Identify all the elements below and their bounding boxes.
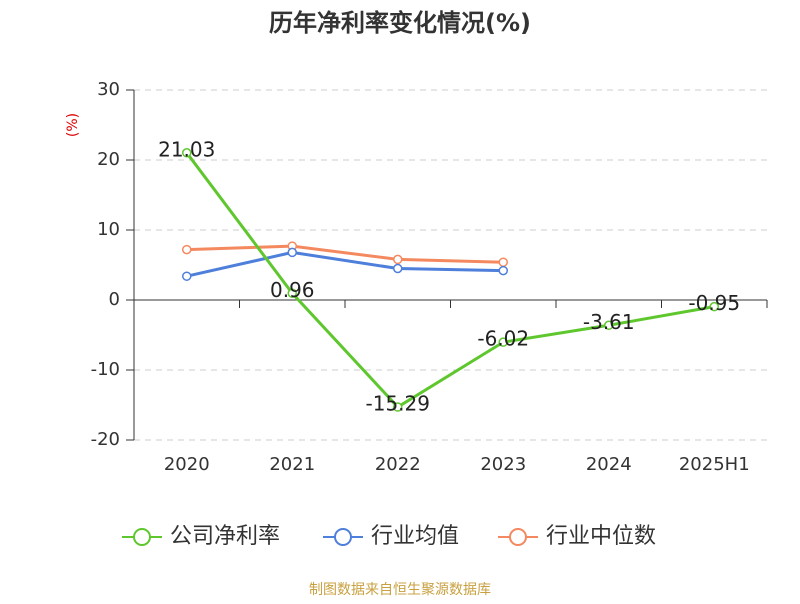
data-point [604, 320, 614, 331]
x-tick-label: 2025H1 [679, 454, 750, 475]
data-point [393, 402, 403, 412]
data-point [182, 271, 192, 281]
legend-marker [509, 528, 527, 546]
data-label: -3.61 [583, 310, 635, 334]
legend-label: 行业均值 [371, 524, 459, 549]
data-point [393, 263, 403, 274]
data-point [287, 288, 297, 299]
x-tick-label: 2021 [269, 454, 315, 475]
y-tick-label: 30 [97, 79, 120, 100]
y-tick-label: 10 [97, 219, 120, 240]
data-point [498, 257, 508, 267]
x-tick-label: 2020 [164, 454, 210, 475]
legend-label: 公司净利率 [170, 524, 280, 549]
data-point [182, 244, 192, 255]
x-tick-label: 2023 [480, 454, 526, 475]
data-point [498, 265, 508, 276]
data-label: 21.03 [158, 137, 215, 161]
y-tick-label: -10 [91, 359, 120, 380]
series-line [186, 244, 504, 264]
data-point [393, 254, 403, 265]
y-tick-label: 20 [97, 149, 120, 170]
x-tick-label: 2024 [586, 454, 632, 475]
data-label: -0.95 [688, 291, 740, 315]
series-line [186, 250, 504, 278]
chart-title: 历年净利率变化情况(%) [269, 9, 531, 37]
data-point [498, 337, 508, 347]
data-point [182, 148, 192, 158]
legend-marker [334, 528, 352, 546]
data-point [709, 301, 719, 312]
y-tick-label: 0 [109, 289, 120, 310]
data-label: -6.02 [477, 327, 529, 351]
data-label: 0.96 [270, 278, 315, 302]
y-tick-label: -20 [91, 429, 120, 450]
series-line [185, 151, 715, 409]
data-label: -15.29 [366, 392, 430, 416]
legend-label: 行业中位数 [546, 524, 656, 549]
y-axis-label: (%) [65, 113, 81, 137]
data-point [287, 247, 297, 258]
source-note: 制图数据来自恒生聚源数据库 [309, 582, 491, 598]
x-tick-label: 2022 [375, 454, 421, 475]
legend-marker [133, 528, 151, 546]
